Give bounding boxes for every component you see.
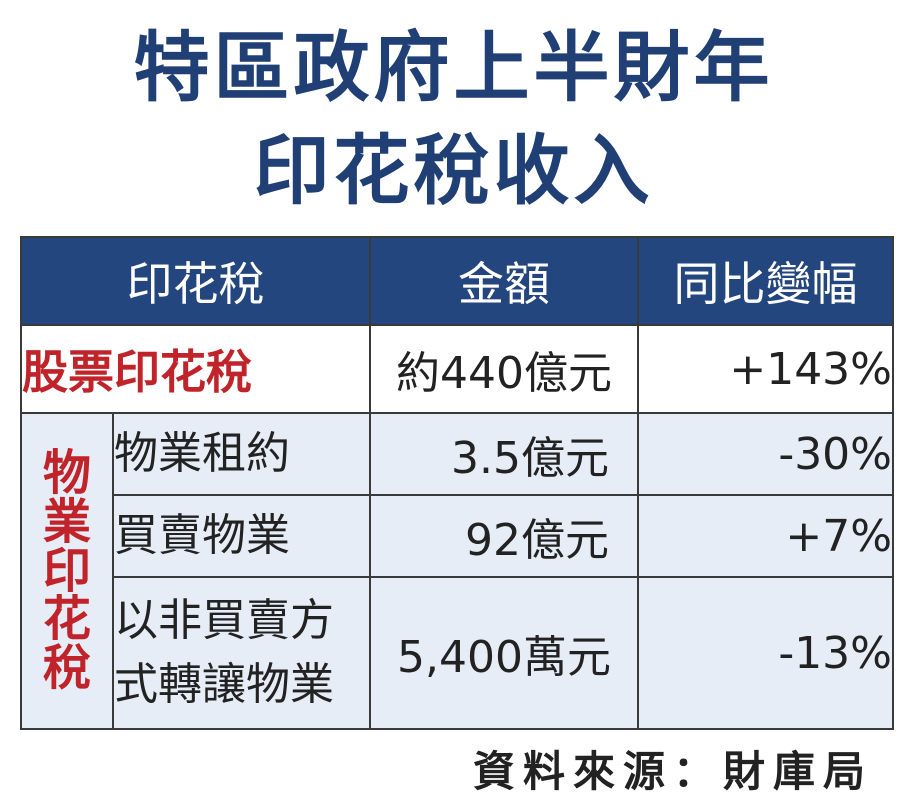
sale-change: +7% [637,494,894,578]
page-title-line2: 印花稅收入 [253,126,654,215]
sale-name: 買賣物業 [112,494,371,578]
other-transfer-name-line1: 以非買賣方 [114,595,334,647]
other-transfer-name: 以非買賣方 式轉讓物業 [112,576,371,730]
property-stamp-duty-label: 物 業 印 花 稅 [20,412,114,730]
stock-stamp-duty-label: 股票印花稅 [20,324,371,414]
header-yoy-change: 同比變幅 [637,236,894,326]
source-note: 資料來源：財庫局 [472,747,873,796]
property-label-char: 稅 [42,640,91,697]
table-row-stock: 股票印花稅 約440億元 +143% [20,324,894,414]
table-row-lease: 物 業 印 花 稅 物業租約 3.5億元 -30% [20,412,894,730]
header-amount: 金額 [369,236,639,326]
lease-change: -30% [637,412,894,496]
property-label-char: 業 [42,493,91,550]
page-title-line1: 特區政府上半財年 [133,23,774,112]
lease-amount: 3.5億元 [369,412,639,496]
stock-change: +143% [637,324,894,414]
other-transfer-amount: 5,400萬元 [369,576,639,730]
stock-amount: 約440億元 [369,324,639,414]
property-label-char: 物 [42,444,91,501]
property-label-char: 印 [42,542,91,599]
other-transfer-change: -13% [637,576,894,730]
other-transfer-name-line2: 式轉讓物業 [114,659,334,710]
stamp-duty-table: 印花稅 金額 同比變幅 股票印花稅 約440億元 +143% 物 業 印 花 稅… [20,236,894,730]
header-stamp-duty: 印花稅 [20,236,371,326]
header-row: 印花稅 金額 同比變幅 [20,236,894,326]
table-row-sale: 買賣物業 92億元 +7% [21,494,894,578]
lease-name: 物業租約 [112,412,371,496]
sale-amount: 92億元 [369,494,639,578]
property-label-char: 花 [42,591,91,648]
table-row-other-transfer: 以非買賣方 式轉讓物業 5,400萬元 -13% [21,576,894,730]
